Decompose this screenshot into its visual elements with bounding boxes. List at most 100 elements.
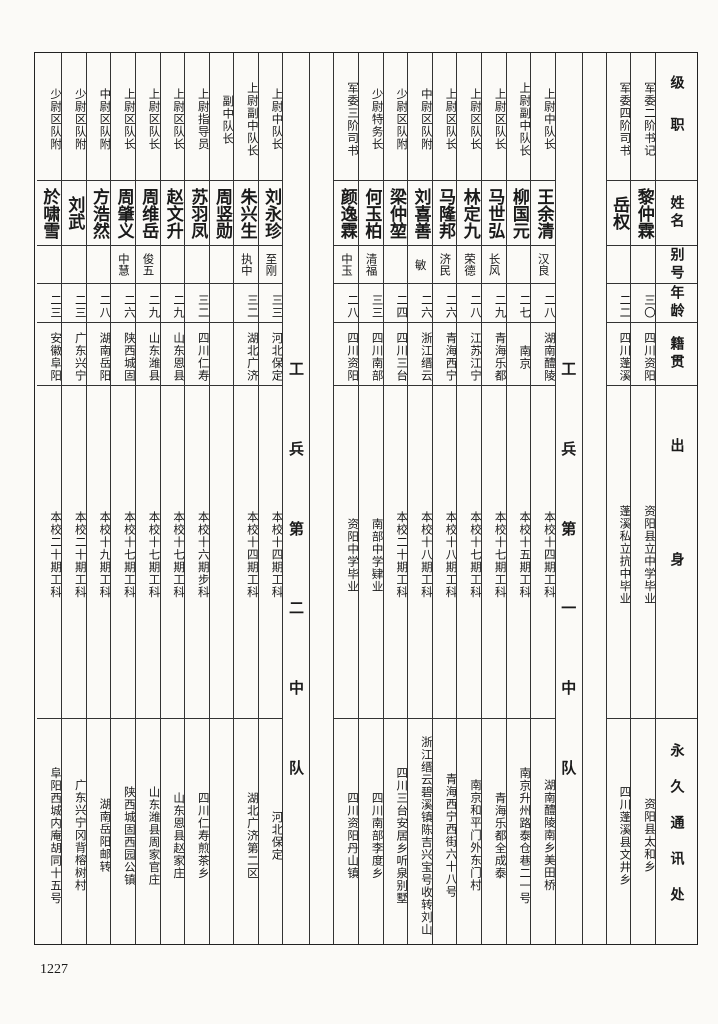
- background-cell: 本校十七期工科: [135, 386, 160, 719]
- rank-cell: 上尉区队长: [160, 53, 185, 181]
- table-row: 上尉区队长 周维岳 俊五 二九 山东潍县 本校十七期工科 山东潍县周家官庄: [134, 53, 160, 944]
- table-row: 军委二阶书记 黎仲霖 三〇 四川资阳 资阳县立中学毕业 资阳县太和乡: [630, 53, 655, 944]
- section-title-column: 工兵第二中队: [282, 53, 309, 944]
- native-place-cell: 四川南部: [359, 323, 383, 386]
- native-place-cell: 江苏江宁: [457, 323, 482, 386]
- address-cell: 青海乐都全成泰: [493, 791, 506, 880]
- table-row: 中尉区队附 方浩然 二八 湖南岳阳 本校十九期工科 湖南岳阳邮转: [85, 53, 111, 944]
- name-cell: 刘永珍: [258, 181, 283, 246]
- name-cell: 朱兴生: [234, 181, 258, 246]
- name-cell: 黎仲霖: [631, 181, 655, 246]
- age-cell: 二九: [482, 284, 506, 323]
- age-cell: 二八: [531, 284, 555, 323]
- name-cell: 苏羽凤: [185, 181, 209, 246]
- rank-cell: 军委二阶书记: [631, 53, 655, 181]
- page-number: 1227: [40, 962, 68, 977]
- name-cell: 何玉柏: [359, 181, 383, 246]
- name-cell: 赵文升: [160, 181, 185, 246]
- native-place-cell: 河北保定: [258, 323, 283, 386]
- alias-cell: [36, 246, 62, 284]
- name-cell: 周维岳: [135, 181, 160, 246]
- rank-cell: 上尉中队长: [258, 53, 283, 181]
- address-cell: 南京升州路泰仓巷二一号: [518, 766, 531, 905]
- background-cell: 南部中学肄业: [359, 386, 383, 719]
- table-row: 上尉区队长 马隆邦 济民 二六 青海西宁 本校十八期工科 青海西宁西街六十八号: [431, 53, 457, 944]
- age-cell: 二四: [383, 284, 408, 323]
- section-title-char: 中: [561, 679, 577, 698]
- table-row: 军委三阶司书 颜逸霖 中玉 二八 四川资阳 资阳中学毕业 四川资阳丹山镇: [333, 53, 359, 944]
- alias-cell: [86, 246, 111, 284]
- background-cell: 本校二十期工科: [383, 386, 408, 719]
- name-cell: 於啸雪: [36, 181, 62, 246]
- section-title: 工兵第二中队: [283, 358, 309, 778]
- header-label: 籍贯: [668, 336, 685, 372]
- background-cell: [209, 386, 234, 719]
- section-title-column: 工兵第一中队: [554, 53, 582, 944]
- age-cell: 三二: [234, 284, 258, 323]
- alias-cell: 至刚: [258, 246, 283, 284]
- native-place-cell: 山东潍县: [135, 323, 160, 386]
- header-label: 出身: [668, 438, 685, 666]
- address-cell: 湖南醴陵南乡美田桥: [542, 779, 555, 892]
- alias-cell: [506, 246, 531, 284]
- alias-cell: 执中: [234, 246, 258, 284]
- rank-cell: 副中队长: [209, 53, 234, 181]
- age-cell: 二八: [334, 284, 359, 323]
- rank-cell: 上尉区队长: [135, 53, 160, 181]
- rank-cell: 上尉副中队长: [234, 53, 258, 181]
- address-cell: 河北保定: [270, 810, 283, 861]
- alias-cell: [185, 246, 209, 284]
- name-cell: 颜逸霖: [334, 181, 359, 246]
- address-cell: 四川三台安居乡听泉别墅: [395, 766, 408, 905]
- name-cell: 林定九: [457, 181, 482, 246]
- table-row: 上尉区队长 周肇义 中慧 二六 陕西城固 本校十七期工科 陕西城固西园公镇: [110, 53, 135, 944]
- name-cell: 方浩然: [86, 181, 111, 246]
- background-cell: 资阳中学毕业: [334, 386, 359, 719]
- name-cell: 马世弘: [482, 181, 506, 246]
- header-label: 年龄: [668, 285, 685, 321]
- table-row: 上尉指导员 苏羽凤 三二 四川仁寿 本校十六期步科 四川仁寿煎茶乡: [184, 53, 209, 944]
- alias-cell: [62, 246, 86, 284]
- header-label: 别号: [668, 246, 685, 283]
- native-place-cell: [209, 323, 234, 386]
- address-cell: 阜阳西城内庵胡同十五号: [49, 766, 62, 905]
- background-cell: 本校十四期工科: [531, 386, 555, 719]
- background-cell: 本校十七期工科: [111, 386, 135, 719]
- rank-cell: 军委三阶司书: [334, 53, 359, 181]
- table-row: 少尉特务长 何玉柏 清福 三三 四川南部 南部中学肄业 四川南部李度乡: [358, 53, 383, 944]
- age-cell: 二三: [62, 284, 86, 323]
- rank-cell: 少尉区队附: [383, 53, 408, 181]
- name-cell: 柳国元: [506, 181, 531, 246]
- age-cell: 三三: [359, 284, 383, 323]
- rank-cell: 上尉区队长: [482, 53, 506, 181]
- alias-cell: 长风: [482, 246, 506, 284]
- background-cell: 资阳县立中学毕业: [631, 386, 655, 719]
- age-cell: 二三: [36, 284, 62, 323]
- rank-cell: 上尉区队长: [111, 53, 135, 181]
- age-cell: 三二: [185, 284, 209, 323]
- address-cell: 山东潍县周家官庄: [147, 785, 160, 886]
- native-place-cell: 青海西宁: [432, 323, 457, 386]
- background-cell: 本校十九期工科: [86, 386, 111, 719]
- name-cell: 周竖勋: [209, 181, 234, 246]
- alias-cell: [209, 246, 234, 284]
- rank-cell: 少尉区队附: [36, 53, 62, 181]
- header-label: 永久通讯处: [668, 742, 685, 923]
- table-row: 军委四阶司书 岳权 二二 四川蓬溪 蓬溪私立抗中毕业 四川蓬溪县文井乡: [605, 53, 631, 944]
- name-cell: 岳权: [606, 181, 631, 246]
- table-row: 少尉区队附 刘武 二三 广东兴宁 本校二十期工科 广东兴宁冈背榕树村: [61, 53, 86, 944]
- alias-cell: [631, 246, 655, 284]
- address-cell: 南京和平门外东门村: [469, 779, 482, 892]
- native-place-cell: 四川三台: [383, 323, 408, 386]
- native-place-cell: 四川资阳: [334, 323, 359, 386]
- background-cell: 本校十六期步科: [185, 386, 209, 719]
- name-cell: 刘武: [62, 181, 86, 246]
- background-cell: 蓬溪私立抗中毕业: [606, 386, 631, 719]
- age-cell: 二六: [111, 284, 135, 323]
- native-place-cell: 南京: [506, 323, 531, 386]
- age-cell: 二八: [457, 284, 482, 323]
- native-place-cell: 湖南醴陵: [531, 323, 555, 386]
- background-cell: 本校二十期工科: [36, 386, 62, 719]
- alias-cell: 俊五: [135, 246, 160, 284]
- table-row: 上尉中队长 刘永珍 至刚 三三 河北保定 本校十四期工科 河北保定: [257, 53, 283, 944]
